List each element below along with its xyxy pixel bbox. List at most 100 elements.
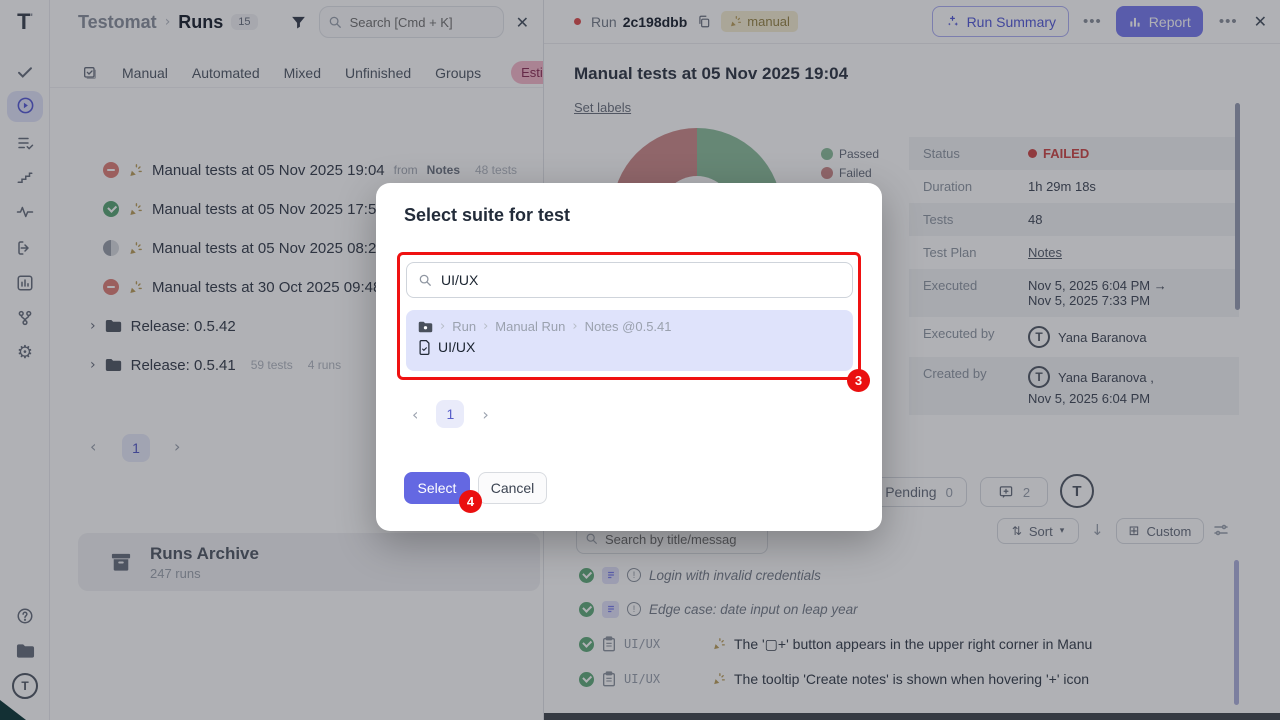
manual-emoji-icon	[130, 241, 142, 254]
release-row[interactable]: › Release: 0.5.42	[90, 317, 236, 335]
clipboard-icon	[603, 636, 615, 652]
sort-button[interactable]: ⇅ Sort ▾	[997, 518, 1079, 544]
run-summary-button[interactable]: Run Summary	[931, 6, 1070, 37]
tab-estimate-badge[interactable]: Estim	[511, 61, 543, 84]
breadcrumb-section[interactable]: Runs	[178, 11, 224, 32]
test-plans-icon[interactable]	[0, 130, 50, 156]
set-labels-link[interactable]: Set labels	[574, 100, 632, 115]
info-row-duration: Duration 1h 29m 18s	[923, 179, 1096, 194]
settings-gear-icon[interactable]: ⚙	[16, 341, 34, 363]
next-page-button[interactable]: ›	[174, 437, 181, 456]
run-failed-icon	[103, 279, 119, 295]
current-page[interactable]: 1	[122, 434, 150, 462]
sparkles-icon	[947, 15, 958, 26]
test-plan-link[interactable]: Notes	[1028, 245, 1062, 260]
close-panel-icon[interactable]: ✕	[515, 12, 529, 32]
account-avatar[interactable]: T	[0, 673, 50, 699]
breadcrumb-app[interactable]: Testomat	[78, 11, 157, 32]
docs-folder-icon[interactable]	[0, 638, 50, 664]
manual-emoji-icon	[130, 202, 142, 215]
tests-icon[interactable]	[0, 59, 50, 85]
search-icon	[419, 274, 431, 286]
prev-page-button[interactable]: ‹	[412, 404, 419, 424]
test-row[interactable]: ! Login with invalid credentials	[579, 563, 821, 587]
tab-automated[interactable]: Automated	[191, 64, 260, 81]
scrollbar-thumb[interactable]	[1235, 103, 1240, 310]
user-avatar: T	[1028, 326, 1050, 348]
release-row[interactable]: › Release: 0.5.41 59 tests 4 runs	[90, 356, 342, 374]
user-avatar: T	[1028, 366, 1050, 388]
document-icon	[602, 600, 619, 618]
breadcrumb-separator: ›	[164, 14, 171, 30]
run-row[interactable]: Manual tests at 05 Nov 2025 19:04 from N…	[103, 158, 517, 182]
archive-subtitle: 247 runs	[150, 565, 201, 581]
run-failed-icon	[103, 162, 119, 178]
pending-filter-button[interactable]: Pending 0	[871, 477, 967, 507]
archive-box-icon	[111, 553, 131, 571]
test-row[interactable]: ! Edge case: date input on leap year	[579, 597, 858, 621]
run-partial-icon	[103, 240, 119, 256]
manual-emoji-icon	[130, 280, 142, 293]
document-icon	[602, 566, 619, 584]
more-actions-icon[interactable]: •••	[1083, 13, 1102, 30]
info-row-test-plan: Test Plan Notes	[923, 245, 1062, 260]
test-row[interactable]: UI/UX The '▢+' button appears in the upp…	[579, 632, 1092, 656]
icon-rail: T' ⚙ T	[0, 0, 50, 720]
runs-archive-card[interactable]: Runs Archive 247 runs	[78, 533, 540, 591]
import-icon[interactable]	[0, 235, 50, 261]
legend-passed: Passed	[821, 147, 879, 161]
test-row[interactable]: UI/UX The tooltip 'Create notes' is show…	[579, 667, 1089, 691]
run-row[interactable]: Manual tests at 30 Oct 2025 09:48	[103, 275, 381, 299]
test-passed-icon	[579, 671, 594, 687]
assignee-avatar[interactable]: T	[1060, 474, 1094, 508]
clipboard-icon	[603, 671, 615, 687]
suite-file-icon	[419, 339, 430, 355]
run-title: Manual tests at 05 Nov 2025 19:04	[574, 64, 849, 83]
comments-button[interactable]: 2	[980, 477, 1048, 507]
chevron-right-icon[interactable]: ›	[90, 357, 96, 373]
help-icon[interactable]	[0, 603, 50, 629]
annotation-step-3: 3	[847, 369, 870, 392]
bar-chart-icon	[1130, 17, 1140, 27]
steps-icon[interactable]	[0, 164, 50, 190]
branches-icon[interactable]	[0, 305, 50, 331]
prev-page-button[interactable]: ‹	[90, 437, 97, 456]
search-icon	[329, 16, 341, 28]
suite-label: UI/UX	[624, 637, 661, 651]
tab-manual[interactable]: Manual	[122, 64, 168, 81]
pulse-icon[interactable]	[0, 199, 50, 225]
folder-icon	[105, 359, 121, 371]
current-page[interactable]: 1	[436, 400, 465, 428]
runs-icon[interactable]	[0, 92, 50, 118]
next-page-button[interactable]: ›	[482, 404, 489, 424]
scrollbar-thumb[interactable]	[1234, 560, 1239, 705]
chevron-right-icon[interactable]: ›	[90, 318, 96, 334]
suite-search-input[interactable]	[406, 262, 853, 298]
test-passed-icon	[579, 601, 594, 617]
test-passed-icon	[579, 567, 594, 583]
search-icon	[586, 533, 597, 544]
comment-plus-icon	[999, 485, 1013, 498]
tab-unfinished[interactable]: Unfinished	[345, 64, 412, 81]
cancel-button[interactable]: Cancel	[478, 472, 547, 504]
sort-direction-icon[interactable]: ↓	[1091, 521, 1104, 539]
filters-sliders-icon[interactable]	[1212, 521, 1230, 539]
close-detail-icon[interactable]: ✕	[1253, 12, 1267, 31]
analytics-icon[interactable]	[0, 270, 50, 296]
filter-button[interactable]	[290, 14, 307, 31]
tab-groups[interactable]: Groups	[435, 64, 482, 81]
tab-mixed[interactable]: Mixed	[283, 64, 321, 81]
test-passed-icon	[579, 636, 594, 652]
copy-icon[interactable]	[697, 14, 711, 29]
suite-result-item[interactable]: › Run › Manual Run › Notes @0.5.41 UI/UX	[406, 310, 853, 371]
custom-columns-button[interactable]: ⊞ Custom	[1116, 518, 1204, 544]
bottom-strip	[544, 713, 1280, 720]
select-all-icon[interactable]	[82, 65, 98, 81]
status-badge: FAILED	[1028, 146, 1089, 161]
report-button[interactable]: Report	[1115, 6, 1203, 37]
global-search-input[interactable]	[318, 6, 504, 38]
info-circle-icon: !	[627, 568, 641, 582]
more-actions-icon[interactable]: •••	[1218, 13, 1238, 30]
suite-result-name: UI/UX	[418, 339, 841, 355]
app-logo[interactable]: T'	[17, 9, 33, 34]
